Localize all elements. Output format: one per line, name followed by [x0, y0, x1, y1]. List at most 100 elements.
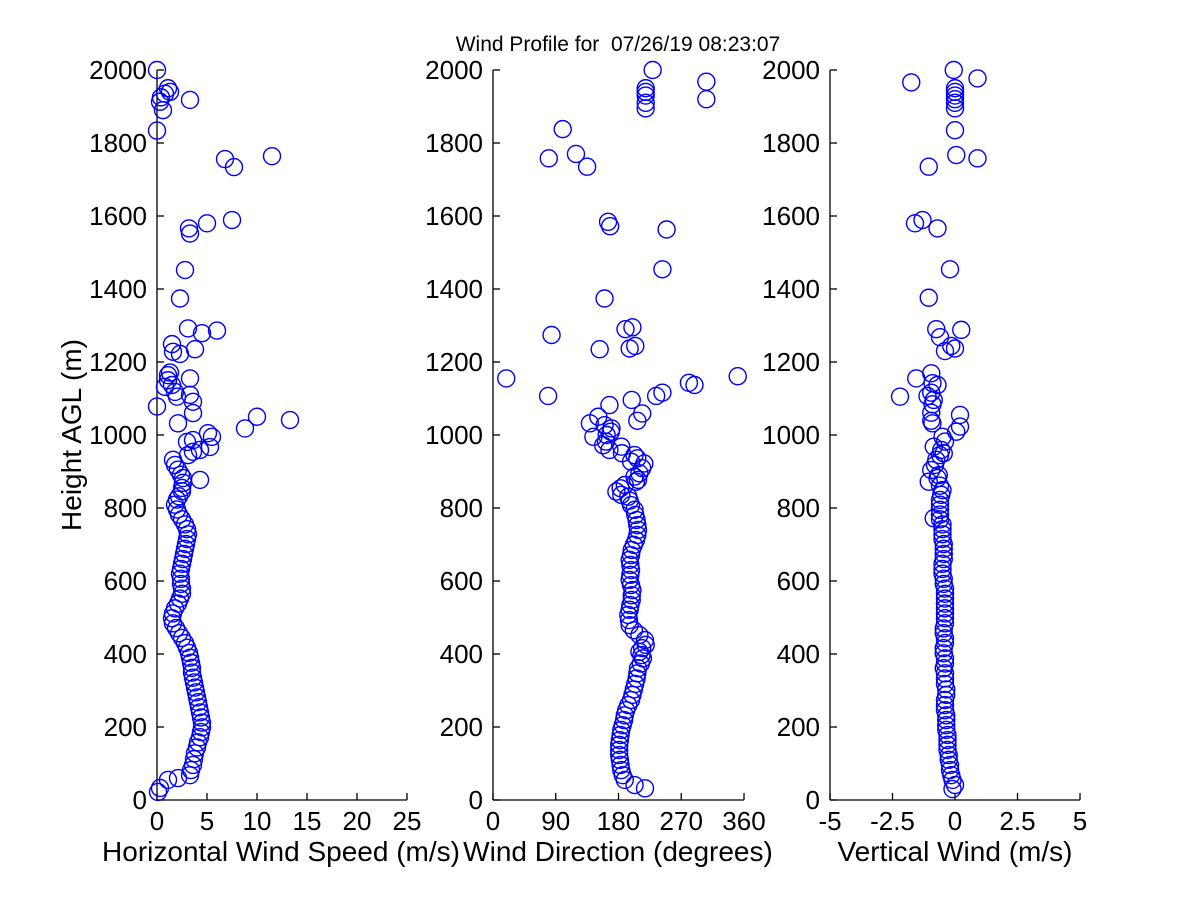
data-point-marker — [589, 407, 608, 426]
figure-title: Wind Profile for 07/26/19 08:23:07 — [455, 33, 781, 56]
y-tick-label: 1800 — [425, 128, 483, 158]
y-tick-label: 200 — [104, 712, 147, 742]
data-point-marker — [147, 60, 167, 80]
data-point-marker — [595, 289, 614, 308]
data-point-marker — [625, 775, 644, 795]
data-point-marker — [584, 427, 603, 447]
data-point-marker — [147, 397, 167, 416]
data-point-marker — [610, 730, 630, 750]
data-point-marker — [190, 440, 210, 460]
y-tick-label: 1000 — [425, 420, 483, 450]
data-point-marker — [935, 669, 955, 688]
data-point-marker — [930, 500, 950, 520]
data-point-marker — [697, 89, 716, 109]
data-point-marker — [928, 219, 947, 238]
data-point-marker — [180, 385, 200, 405]
y-tick-label: 1600 — [425, 201, 483, 231]
data-point-marker — [968, 69, 987, 88]
data-point-marker — [598, 212, 618, 232]
data-point-marker — [935, 614, 955, 633]
data-point-marker — [947, 422, 966, 441]
data-point-marker — [280, 410, 300, 430]
data-point-marker — [632, 645, 651, 665]
y-tick-label: 2000 — [425, 55, 483, 85]
data-point-marker — [179, 219, 199, 238]
data-point-marker — [945, 86, 965, 105]
data-point-marker — [940, 260, 960, 279]
data-point-marker — [935, 609, 955, 628]
data-point-marker — [612, 444, 632, 463]
x-tick-label: -2.5 — [870, 806, 915, 836]
data-point-marker — [628, 515, 647, 535]
data-point-marker — [697, 72, 716, 91]
data-point-marker — [183, 755, 203, 775]
data-point-marker — [635, 630, 655, 650]
data-point-marker — [935, 654, 955, 673]
data-point-marker — [933, 564, 952, 583]
data-point-marker — [933, 559, 952, 579]
data-point-marker — [918, 386, 937, 406]
data-point-marker — [635, 779, 655, 798]
y-tick-label: 1400 — [89, 274, 147, 304]
data-point-marker — [172, 628, 192, 648]
y-tick-label: 1000 — [762, 420, 820, 450]
x-tick-label: 0 — [150, 806, 164, 836]
data-point-marker — [657, 220, 676, 239]
data-point-marker — [542, 325, 561, 345]
y-tick-label: 400 — [777, 639, 820, 669]
data-point-marker — [612, 760, 631, 780]
data-point-marker — [643, 60, 662, 80]
data-point-marker — [539, 149, 558, 168]
data-point-marker — [192, 323, 212, 343]
data-point-marker — [952, 320, 971, 340]
data-point-marker — [937, 720, 956, 740]
data-point-marker — [621, 560, 641, 580]
data-point-marker — [934, 549, 953, 569]
data-point-marker — [169, 487, 189, 506]
data-point-marker — [930, 495, 950, 514]
x-tick-label: -5 — [818, 806, 841, 836]
y-tick-label: 800 — [777, 493, 820, 523]
data-point-marker — [950, 417, 970, 436]
data-point-marker — [945, 93, 965, 113]
data-point-marker — [934, 539, 953, 559]
data-point-marker — [939, 750, 958, 770]
data-point-marker — [169, 623, 189, 643]
data-point-marker — [192, 718, 212, 737]
data-point-marker — [538, 386, 558, 406]
data-point-marker — [636, 82, 655, 102]
data-point-marker — [202, 427, 222, 447]
data-point-marker — [628, 525, 647, 545]
data-point-marker — [636, 86, 655, 105]
data-point-marker — [497, 369, 516, 388]
data-point-marker — [162, 334, 182, 354]
x-tick-label: 90 — [541, 806, 570, 836]
data-point-marker — [611, 755, 630, 775]
y-tick-label: 1600 — [762, 201, 820, 231]
data-point-marker — [171, 574, 191, 594]
data-point-marker — [170, 289, 190, 308]
y-tick-label: 600 — [104, 566, 147, 596]
data-point-marker — [626, 336, 645, 356]
data-point-marker — [215, 149, 235, 169]
data-point-marker — [646, 386, 666, 406]
y-tick-label: 400 — [104, 639, 147, 669]
data-point-marker — [935, 594, 955, 613]
y-tick-label: 1600 — [89, 201, 147, 231]
y-tick-label: 800 — [104, 493, 147, 523]
data-point-marker — [165, 599, 185, 618]
x-tick-label: 0 — [948, 806, 962, 836]
data-point-marker — [653, 383, 672, 402]
data-point-marker — [934, 574, 953, 594]
data-point-marker — [177, 432, 197, 452]
data-point-marker — [633, 638, 652, 658]
data-point-marker — [247, 407, 267, 426]
data-point-marker — [178, 319, 198, 338]
data-point-marker — [945, 79, 965, 98]
data-point-marker — [902, 73, 921, 92]
data-point-marker — [945, 121, 965, 140]
y-tick-label: 400 — [440, 639, 483, 669]
data-point-marker — [168, 768, 188, 788]
